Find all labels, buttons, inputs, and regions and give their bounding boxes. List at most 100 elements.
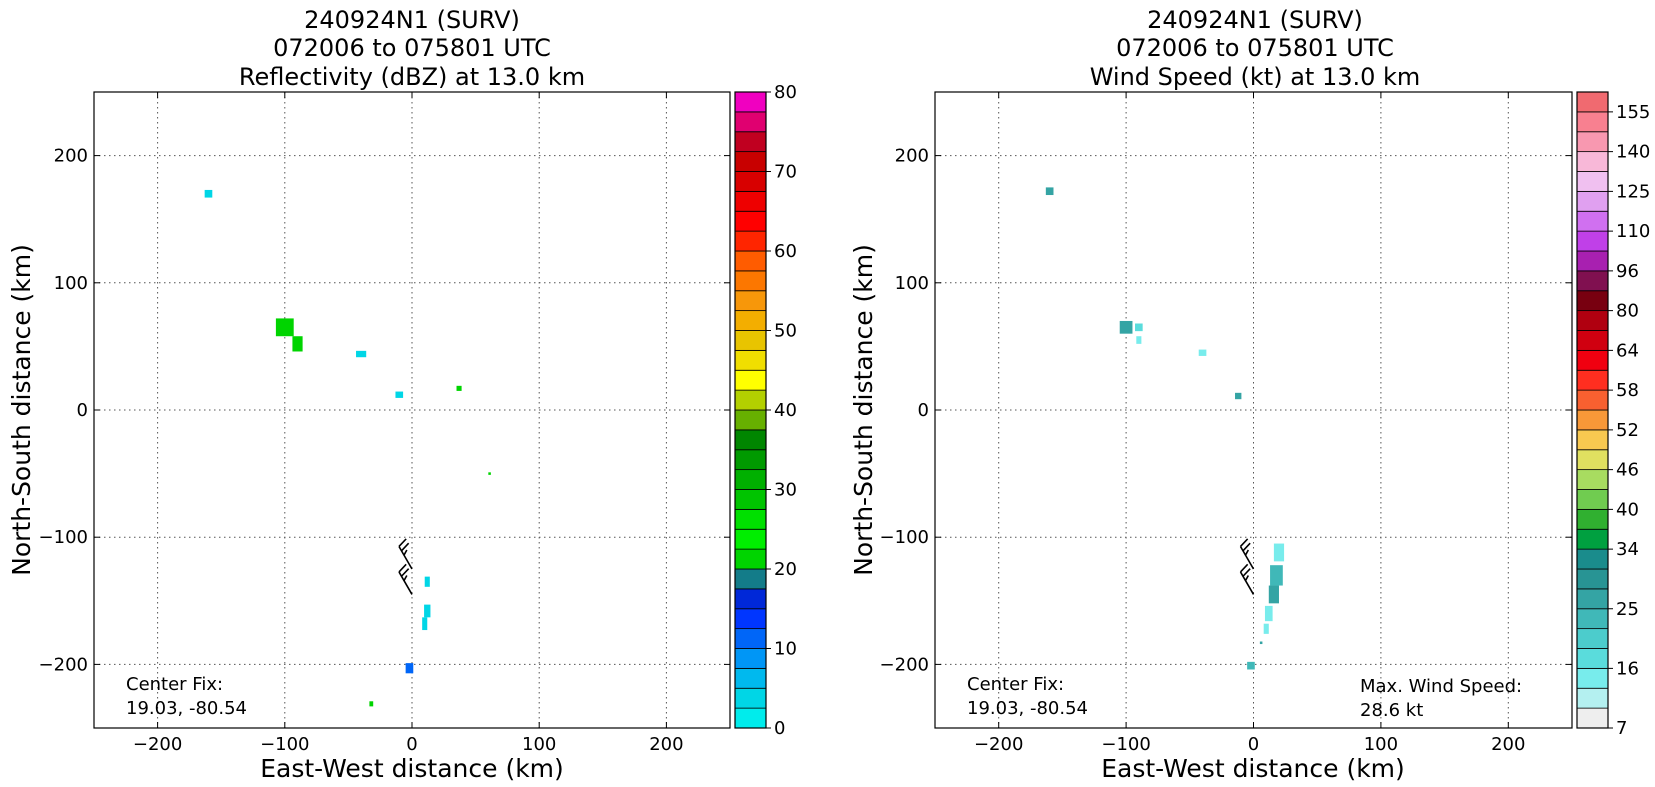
wind-barbs xyxy=(398,538,413,595)
title-line-3: Wind Speed (kt) at 13.0 km xyxy=(1090,63,1421,91)
x-tick-label: −200 xyxy=(133,734,182,755)
data-cell xyxy=(456,385,462,391)
colorbar-segment xyxy=(734,628,767,649)
colorbar-segment xyxy=(734,429,767,451)
colorbar-tick-label: 10 xyxy=(774,639,797,660)
data-cell xyxy=(1136,336,1142,344)
colorbar-segment xyxy=(734,389,767,411)
title-line-3: Reflectivity (dBZ) at 13.0 km xyxy=(239,63,585,91)
colorbar-segment xyxy=(1576,349,1609,371)
wind-barb-feather xyxy=(400,568,410,577)
y-tick-label: −100 xyxy=(880,527,929,548)
colorbar-segment xyxy=(734,588,767,610)
wind-barb-feather xyxy=(1244,575,1250,581)
title-line-2: 072006 to 075801 UTC xyxy=(1116,34,1394,62)
data-cell xyxy=(395,391,404,398)
data-cell xyxy=(204,189,213,198)
colorbar-segment xyxy=(1576,131,1609,153)
colorbar-segment xyxy=(1576,588,1609,610)
data-cell xyxy=(488,472,491,475)
data-cells xyxy=(204,189,491,707)
colorbar-segment xyxy=(1576,290,1609,312)
data-cell xyxy=(1235,392,1242,400)
colorbar-segment xyxy=(734,250,767,272)
x-tick-label: 200 xyxy=(649,734,683,755)
data-cell xyxy=(292,336,303,352)
y-tick-label: 200 xyxy=(895,146,929,167)
colorbar-segment xyxy=(1576,648,1609,669)
colorbar-segment xyxy=(734,131,767,153)
colorbar-tick-label: 52 xyxy=(1616,420,1639,441)
colorbar-tick-label: 70 xyxy=(774,162,797,183)
wind-barb-feather xyxy=(398,563,407,573)
colorbar-tick-label: 40 xyxy=(774,400,797,421)
data-cell xyxy=(424,604,431,618)
colorbar-segment xyxy=(1576,508,1609,530)
colorbar-tick-label: 34 xyxy=(1616,539,1639,560)
colorbar-tick-label: 40 xyxy=(1616,499,1639,520)
colorbar-segment xyxy=(734,568,767,590)
center-fix-value: 19.03, -80.54 xyxy=(126,698,247,719)
data-cell xyxy=(1263,623,1269,634)
colorbar-segment xyxy=(734,330,767,351)
max-wind-label: Max. Wind Speed: xyxy=(1360,676,1522,697)
wind-barb-feather xyxy=(400,542,410,552)
wind-barb-feather xyxy=(403,575,408,581)
colorbar-tick-label: 30 xyxy=(774,480,797,501)
colorbar-segment xyxy=(734,91,767,113)
grid xyxy=(935,92,1572,728)
colorbar-segment xyxy=(1576,608,1609,630)
colorbar-tick-label: 110 xyxy=(1616,221,1650,242)
colorbar-segment xyxy=(1576,250,1609,272)
colorbar-tick-label: 155 xyxy=(1616,102,1650,123)
colorbar-segment xyxy=(734,210,767,232)
colorbar-tick-label: 50 xyxy=(774,321,797,342)
y-axis-label: North-South distance (km) xyxy=(849,244,878,576)
colorbar-segment xyxy=(734,409,767,431)
x-tick-label: 200 xyxy=(1491,734,1525,755)
colorbar-segment xyxy=(734,151,767,172)
colorbar-segment xyxy=(734,508,767,530)
colorbar-tick-label: 58 xyxy=(1616,380,1639,401)
y-tick-label: −100 xyxy=(39,527,88,548)
colorbar-segment xyxy=(734,270,767,292)
colorbar-segment xyxy=(1576,568,1609,590)
x-ticks: −200 −100 0 100 200 xyxy=(974,92,1525,755)
wind-barb-feather xyxy=(1239,538,1249,548)
data-cell xyxy=(1045,187,1054,196)
data-cell xyxy=(1270,565,1283,586)
colorbar-segment xyxy=(734,369,767,391)
colorbar-segment xyxy=(734,648,767,669)
colorbar-segment xyxy=(734,349,767,371)
colorbar-segment xyxy=(1576,171,1609,192)
x-axis-label: East-West distance (km) xyxy=(260,754,564,783)
max-wind-value: 28.6 kt xyxy=(1360,700,1423,721)
x-tick-label: 0 xyxy=(1248,734,1259,755)
colorbar-segment xyxy=(734,190,767,212)
colorbar-segment xyxy=(1576,489,1609,510)
y-tick-label: 100 xyxy=(895,273,929,294)
data-cell xyxy=(405,663,414,674)
x-tick-label: −100 xyxy=(1101,734,1150,755)
x-axis-label: East-West distance (km) xyxy=(1101,754,1405,783)
title-line-1: 240924N1 (SURV) xyxy=(1147,6,1363,34)
center-fix-value: 19.03, -80.54 xyxy=(967,698,1088,719)
y-tick-label: −200 xyxy=(880,654,929,675)
colorbar-segment xyxy=(734,528,767,550)
colorbar-segment xyxy=(734,230,767,252)
y-tick-label: 200 xyxy=(54,146,88,167)
wind-speed-colorbar: 7 16 25 34 40 46 52 58 64 80 96 110 125 140 155 xyxy=(1576,91,1650,739)
reflectivity-colorbar: 0 10 20 30 40 50 60 70 80 xyxy=(734,82,797,739)
data-cell xyxy=(422,617,428,631)
colorbar-segment xyxy=(1576,151,1609,172)
colorbar-tick-label: 64 xyxy=(1616,340,1639,361)
x-tick-label: −100 xyxy=(260,734,309,755)
data-cell xyxy=(1264,605,1273,622)
colorbar-tick-label: 7 xyxy=(1616,718,1627,739)
colorbar-segment xyxy=(1576,469,1609,490)
colorbar-segment xyxy=(734,667,767,689)
data-cell xyxy=(1259,641,1263,645)
colorbar-tick-label: 80 xyxy=(774,82,797,103)
colorbar-tick-label: 20 xyxy=(774,559,797,580)
